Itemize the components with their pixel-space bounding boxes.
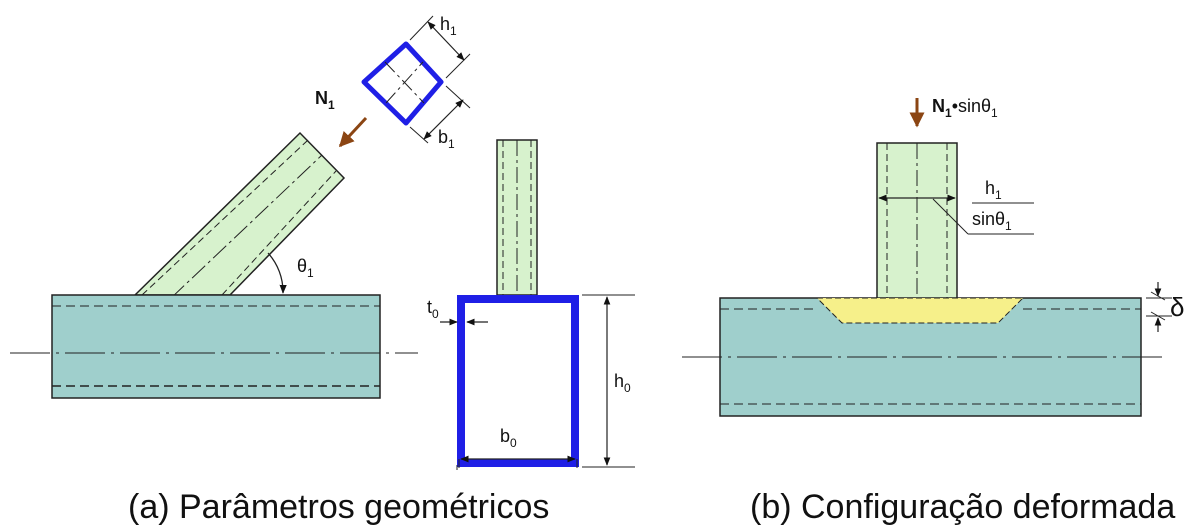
load-arrow-b: N1•sinθ1 [909, 96, 998, 128]
svg-text:N1•sinθ1: N1•sinθ1 [932, 96, 998, 120]
inclined-brace [133, 131, 346, 319]
svg-text:sinθ1: sinθ1 [972, 209, 1012, 233]
panel-a: θ1 N1 h1 b1 [10, 14, 635, 526]
width-dimension-b: h1 sinθ1 [878, 178, 1034, 235]
svg-text:δ: δ [1170, 292, 1184, 322]
svg-text:t0: t0 [427, 297, 439, 321]
brace-member-b [876, 142, 958, 300]
brace-cross-section: h1 b1 [361, 14, 471, 151]
svg-text:θ1: θ1 [297, 256, 314, 280]
angle-theta1: θ1 [267, 252, 314, 294]
chord-cross-section: t0 h0 b0 [427, 294, 635, 470]
svg-text:N1: N1 [315, 88, 335, 112]
chord-member-b [682, 297, 1165, 417]
delta-dimension: δ [1146, 282, 1184, 332]
svg-text:b0: b0 [500, 426, 517, 450]
chord-member [10, 294, 418, 399]
load-arrow-n1: N1 [315, 88, 368, 148]
svg-text:h1: h1 [440, 14, 457, 38]
svg-text:h1: h1 [985, 178, 1002, 202]
svg-text:h0: h0 [614, 371, 631, 395]
panel-b: N1•sinθ1 h1 sinθ1 δ (b) Configuração def… [682, 96, 1184, 526]
svg-text:b1: b1 [438, 127, 455, 151]
caption-b: (b) Configuração deformada [750, 488, 1175, 526]
caption-a: (a) Parâmetros geométricos [128, 488, 549, 526]
side-view-brace [496, 139, 538, 300]
